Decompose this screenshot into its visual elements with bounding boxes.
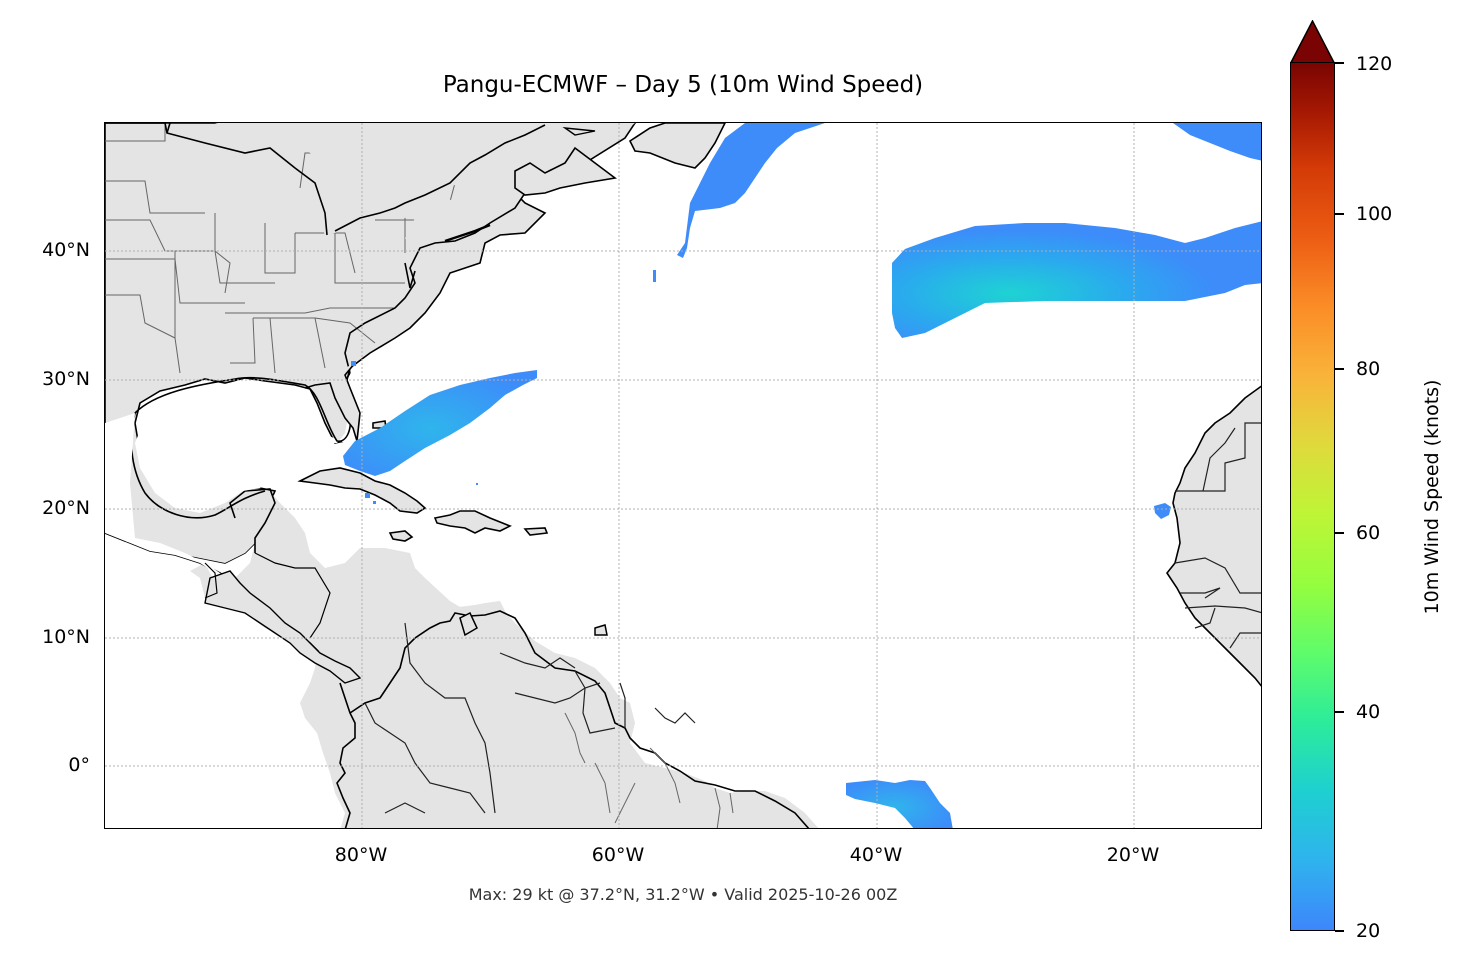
lon-label-60w: 60°W: [591, 844, 645, 866]
colorbar-label-60: 60: [1356, 522, 1381, 544]
colorbar-label-20: 20: [1356, 920, 1381, 942]
chart-title: Pangu-ECMWF – Day 5 (10m Wind Speed): [442, 72, 924, 98]
lon-label-40w: 40°W: [849, 844, 903, 866]
colorbar: [1290, 62, 1335, 931]
colorbar-tick: [1335, 213, 1344, 215]
colorbar-tick: [1335, 930, 1344, 932]
map-canvas: [105, 123, 1261, 828]
footer-caption: Max: 29 kt @ 37.2°N, 31.2°W • Valid 2025…: [468, 885, 898, 904]
lon-label-80w: 80°W: [334, 844, 388, 866]
lat-label-30n: 30°N: [42, 368, 90, 390]
colorbar-extend-arrow: [1290, 20, 1335, 63]
lon-label-20w: 20°W: [1106, 844, 1160, 866]
land-south-america: [204, 562, 819, 828]
colorbar-label-40: 40: [1356, 701, 1381, 723]
colorbar-tick: [1335, 368, 1344, 370]
map-plot-area: [104, 122, 1262, 829]
lat-label-10n: 10°N: [42, 626, 90, 648]
gridlines: [105, 123, 1261, 828]
land-canada: [105, 123, 726, 374]
lat-label-20n: 20°N: [42, 497, 90, 519]
wind-speed-field: [343, 123, 1261, 828]
colorbar-label-80: 80: [1356, 358, 1381, 380]
colorbar-label-120: 120: [1356, 53, 1393, 75]
colorbar-label-100: 100: [1356, 203, 1393, 225]
colorbar-tick: [1335, 62, 1344, 64]
lat-label-40n: 40°N: [42, 239, 90, 261]
colorbar-title: 10m Wind Speed (knots): [1421, 379, 1443, 615]
colorbar-tick: [1335, 532, 1344, 534]
colorbar-tick: [1335, 711, 1344, 713]
lat-label-0: 0°: [68, 754, 90, 776]
state-borders: [105, 123, 456, 374]
land-florida: [304, 362, 361, 442]
land-west-africa: [1166, 385, 1261, 687]
